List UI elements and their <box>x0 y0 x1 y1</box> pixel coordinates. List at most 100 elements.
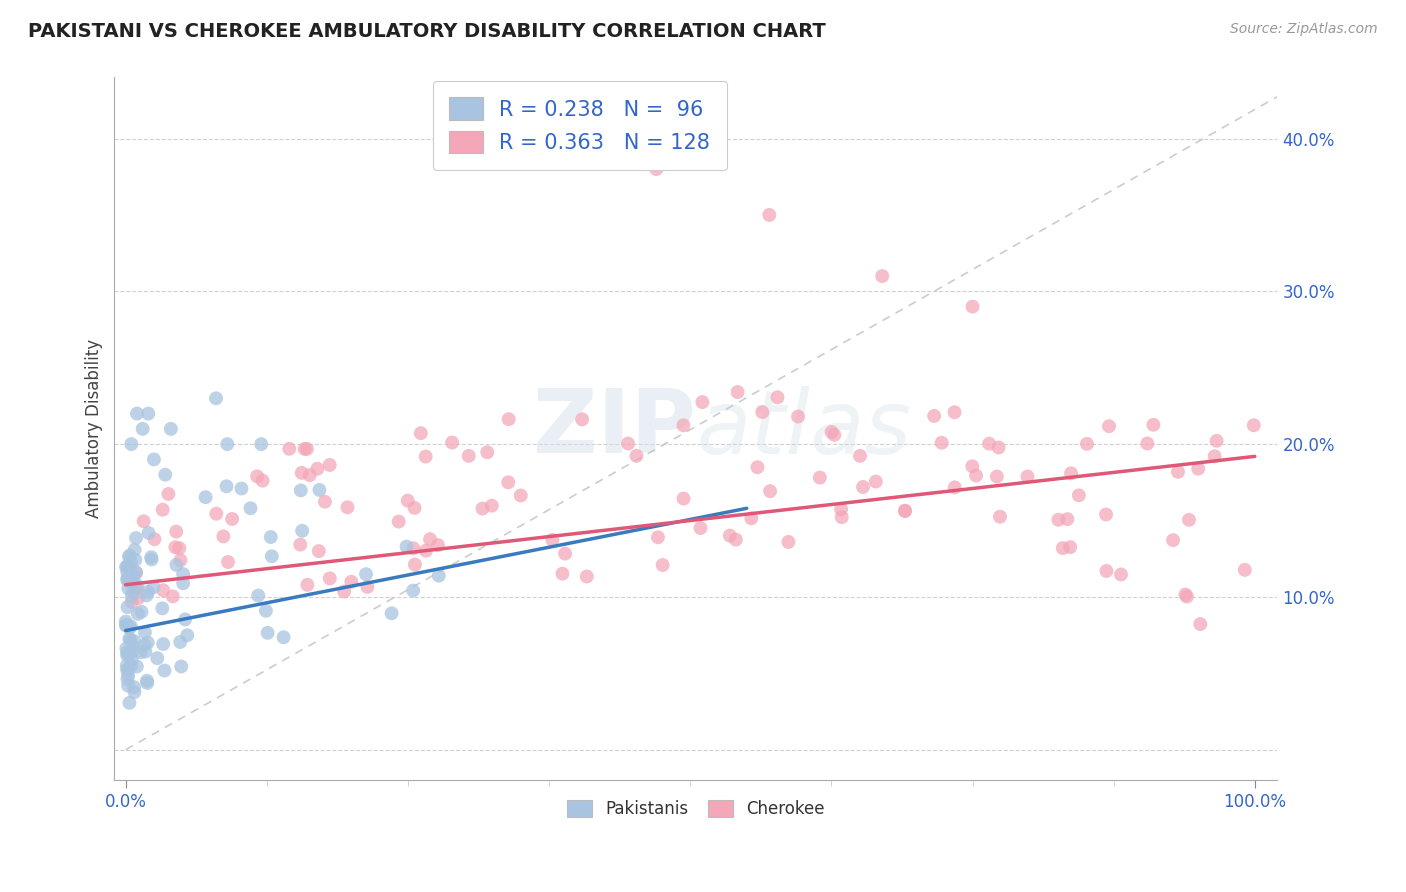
Point <box>165 524 187 539</box>
Point <box>870 269 893 284</box>
Point <box>215 479 238 493</box>
Point <box>131 605 153 619</box>
Point <box>852 480 875 494</box>
Point <box>1059 540 1081 554</box>
Point <box>333 584 356 599</box>
Point <box>125 581 148 595</box>
Point <box>118 696 141 710</box>
Point <box>162 590 184 604</box>
Point <box>1233 563 1256 577</box>
Point <box>354 567 377 582</box>
Point <box>291 466 314 480</box>
Point <box>308 483 330 497</box>
Point <box>1142 417 1164 432</box>
Point <box>1161 533 1184 548</box>
Point <box>1095 508 1118 522</box>
Point <box>645 162 668 177</box>
Point <box>295 442 318 456</box>
Point <box>319 571 342 585</box>
Point <box>962 300 984 314</box>
Point <box>121 590 143 604</box>
Point <box>672 491 695 506</box>
Point <box>254 604 277 618</box>
Point <box>308 544 330 558</box>
Point <box>115 560 138 574</box>
Point <box>278 442 301 456</box>
Point <box>318 458 340 472</box>
Point <box>174 612 197 626</box>
Point <box>727 385 749 400</box>
Point <box>172 567 194 582</box>
Point <box>121 639 143 653</box>
Point <box>457 449 479 463</box>
Point <box>395 540 418 554</box>
Point <box>118 549 141 563</box>
Point <box>1076 437 1098 451</box>
Point <box>134 645 156 659</box>
Point <box>152 637 174 651</box>
Point <box>246 469 269 483</box>
Point <box>118 648 141 662</box>
Point <box>647 530 669 544</box>
Point <box>481 499 503 513</box>
Point <box>1178 513 1201 527</box>
Point <box>120 658 142 673</box>
Point <box>943 480 966 494</box>
Point <box>115 619 138 633</box>
Point <box>381 607 404 621</box>
Point <box>134 625 156 640</box>
Point <box>1167 465 1189 479</box>
Point <box>740 511 762 525</box>
Point <box>115 658 138 673</box>
Point <box>415 450 437 464</box>
Point <box>1189 617 1212 632</box>
Point <box>125 659 148 673</box>
Point <box>1109 567 1132 582</box>
Point <box>134 638 156 652</box>
Point <box>291 524 314 538</box>
Point <box>894 504 917 518</box>
Point <box>297 578 319 592</box>
Point <box>221 512 243 526</box>
Text: atlas: atlas <box>696 386 911 472</box>
Point <box>136 673 159 688</box>
Point <box>138 525 160 540</box>
Point <box>117 668 139 682</box>
Point <box>205 507 228 521</box>
Point <box>626 449 648 463</box>
Point <box>125 531 148 545</box>
Point <box>194 490 217 504</box>
Point <box>471 501 494 516</box>
Point <box>118 621 141 635</box>
Point <box>672 418 695 433</box>
Text: ZIP: ZIP <box>533 385 696 473</box>
Point <box>115 560 138 574</box>
Point <box>724 533 747 547</box>
Point <box>388 515 411 529</box>
Point <box>247 589 270 603</box>
Point <box>136 635 159 649</box>
Point <box>121 645 143 659</box>
Point <box>121 595 143 609</box>
Point <box>1136 436 1159 450</box>
Point <box>120 619 142 633</box>
Point <box>820 425 842 439</box>
Point <box>1095 564 1118 578</box>
Point <box>124 542 146 557</box>
Point <box>114 615 136 629</box>
Point <box>290 483 312 498</box>
Point <box>176 628 198 642</box>
Point <box>1017 469 1039 483</box>
Point <box>169 635 191 649</box>
Point <box>256 625 278 640</box>
Point <box>943 405 966 419</box>
Point <box>1187 461 1209 475</box>
Point <box>117 600 139 615</box>
Point <box>747 460 769 475</box>
Point <box>617 436 640 450</box>
Point <box>136 584 159 599</box>
Point <box>718 528 741 542</box>
Point <box>142 580 165 594</box>
Point <box>307 462 329 476</box>
Point <box>541 533 564 547</box>
